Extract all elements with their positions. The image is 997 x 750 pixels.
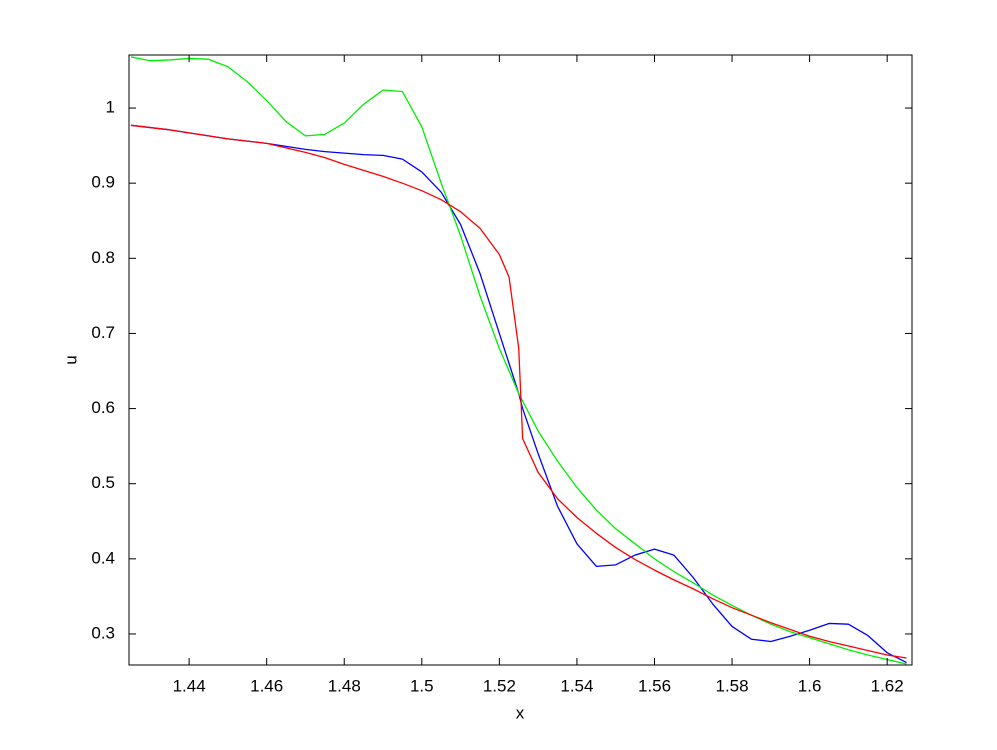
y-tick-label: 0.5	[91, 473, 115, 492]
x-tick-label: 1.56	[638, 676, 671, 695]
x-tick-label: 1.58	[716, 676, 749, 695]
x-tick-label: 1.52	[483, 676, 516, 695]
x-tick-label: 1.6	[798, 676, 822, 695]
x-tick-label: 1.62	[871, 676, 904, 695]
data-line	[130, 124, 907, 659]
x-tick-label: 1.46	[250, 676, 283, 695]
y-tick-label: 1	[106, 98, 115, 117]
y-tick-label: 0.3	[91, 623, 115, 642]
data-line	[130, 56, 907, 665]
y-tick-label: 0.9	[91, 173, 115, 192]
x-axis-label: x	[516, 703, 525, 722]
y-axis-label: u	[61, 355, 80, 364]
x-tick-label: 1.54	[560, 676, 593, 695]
x-tick-label: 1.48	[328, 676, 361, 695]
plot-area	[130, 56, 907, 665]
plot-box	[128, 54, 913, 666]
y-tick-label: 0.8	[91, 248, 115, 267]
x-tick-label: 1.44	[173, 676, 206, 695]
y-tick-label: 0.6	[91, 398, 115, 417]
y-tick-label: 0.4	[91, 548, 115, 567]
x-tick-label: 1.5	[410, 676, 434, 695]
y-tick-label: 0.7	[91, 323, 115, 342]
